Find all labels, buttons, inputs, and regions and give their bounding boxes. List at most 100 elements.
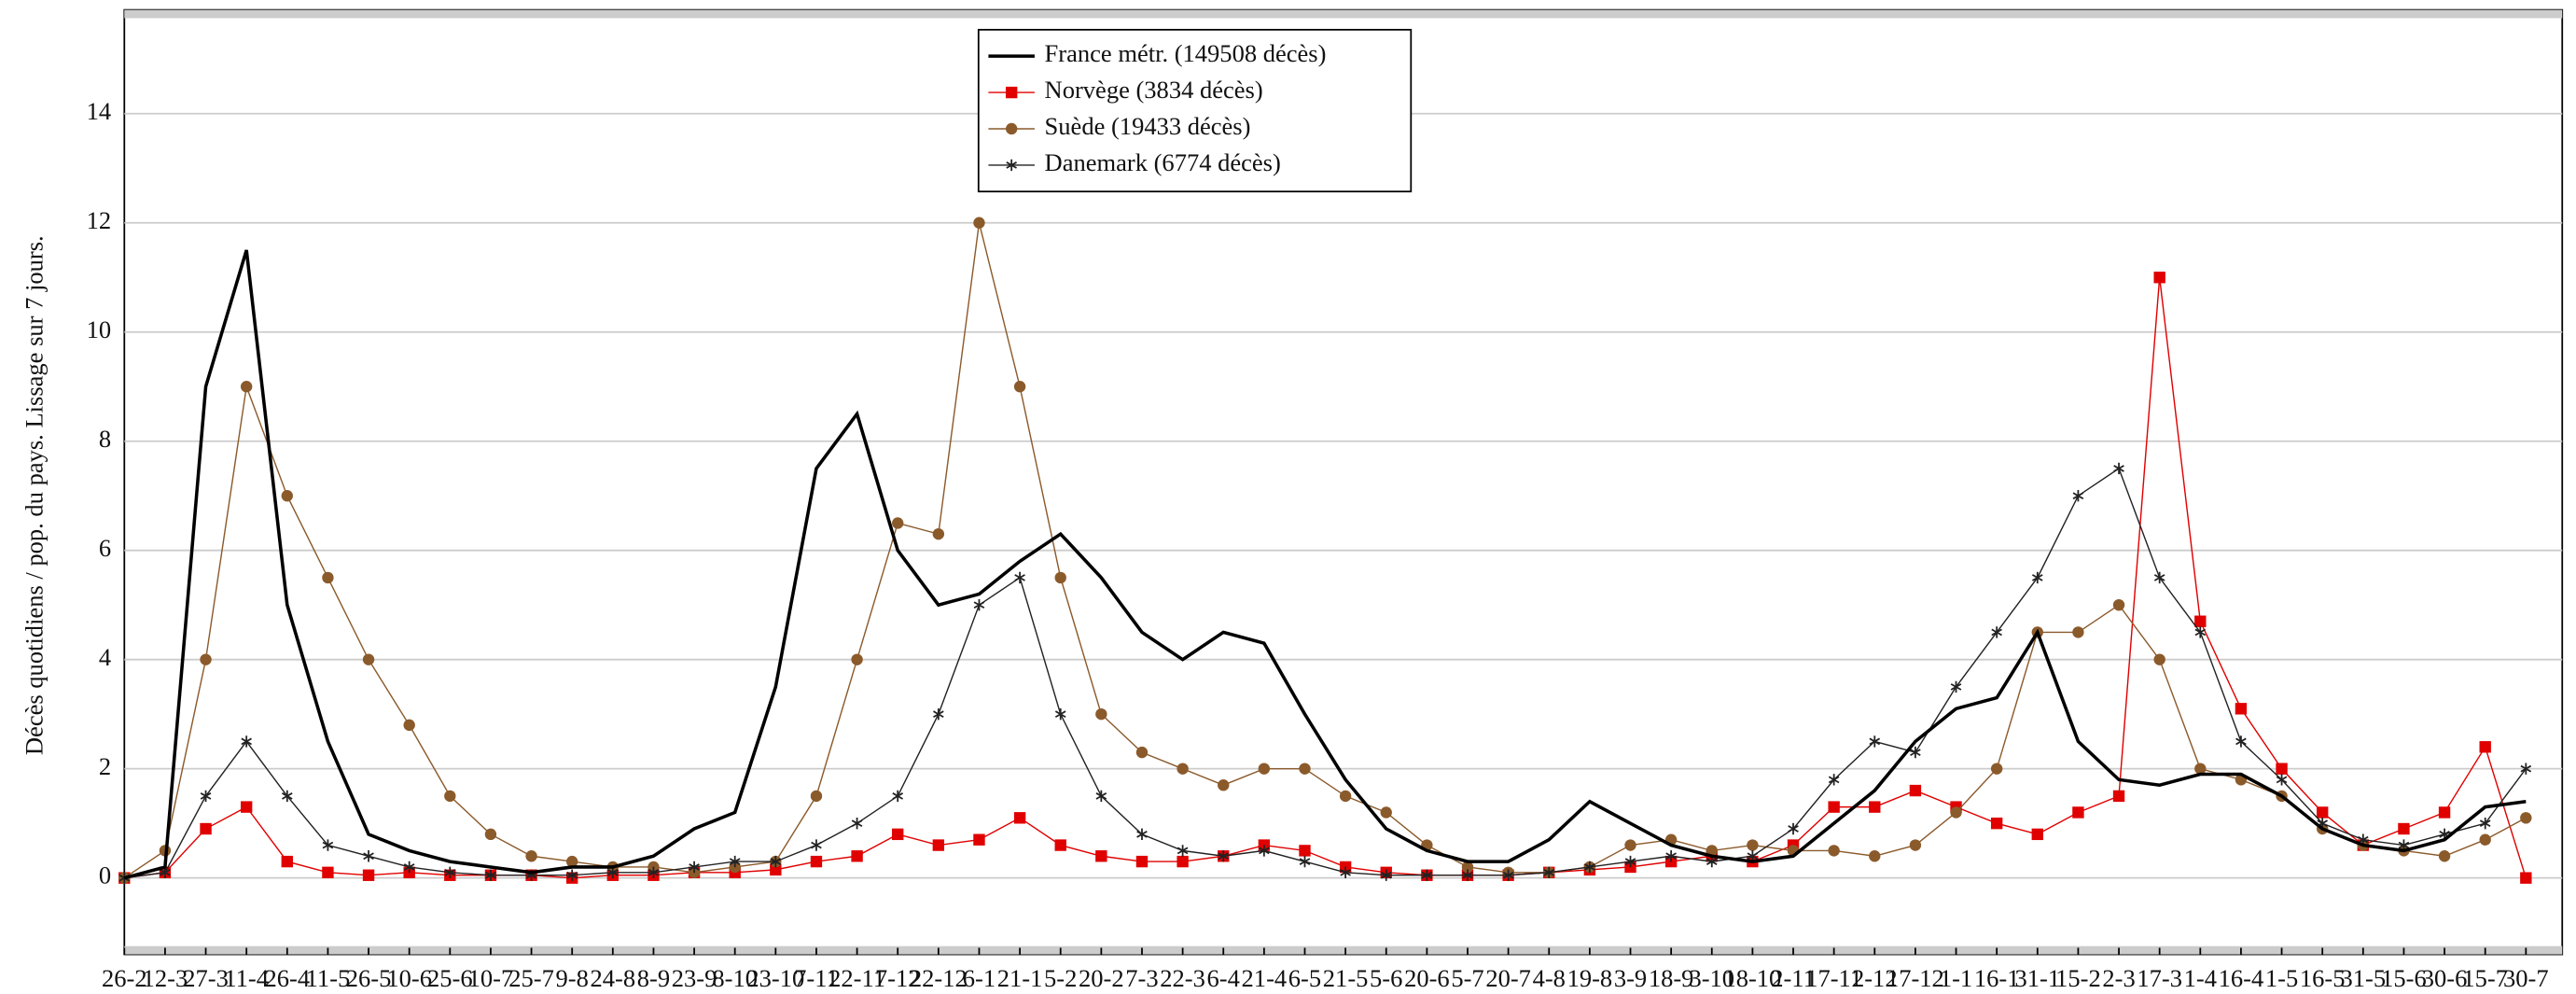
legend-label: Danemark (6774 décès) (1045, 148, 1281, 176)
x-tick-label: 20-7 (1485, 964, 1531, 992)
data-point (322, 839, 334, 851)
x-tick-label: 18-9 (1649, 964, 1694, 992)
data-point (1299, 845, 1311, 857)
y-tick-label: 14 (87, 97, 112, 125)
x-tick-label: 25-6 (427, 964, 473, 992)
data-point (1869, 850, 1881, 862)
data-point (2235, 703, 2248, 715)
x-tick-label: 21-5 (1323, 964, 1369, 992)
data-point (2194, 615, 2207, 627)
x-tick-label: 22-11 (828, 964, 885, 992)
x-tick-label: 17-12 (1887, 964, 1944, 992)
data-point (1218, 779, 1230, 791)
x-tick-label: 31-1 (2014, 964, 2060, 992)
legend-label: Norvège (3834 décès) (1045, 76, 1263, 104)
x-tick-label: 7-3 (1125, 964, 1158, 992)
x-tick-label: 9-8 (556, 964, 589, 992)
data-point (1299, 855, 1311, 868)
data-point (2479, 741, 2491, 753)
bottom-band (124, 945, 2563, 955)
data-point (1136, 828, 1148, 841)
data-point (770, 863, 782, 876)
data-point (525, 850, 537, 862)
x-tick-label: 5-7 (1451, 964, 1483, 992)
legend-marker (1005, 86, 1018, 99)
data-point (2031, 571, 2043, 584)
x-tick-label: 18-10 (1723, 964, 1781, 992)
data-point (1462, 869, 1473, 881)
x-tick-label: 23-9 (672, 964, 717, 992)
data-point (1584, 861, 1595, 874)
data-point (241, 735, 252, 748)
data-point (892, 790, 904, 803)
data-point (1177, 855, 1189, 868)
data-point (240, 801, 253, 813)
data-point (2520, 812, 2532, 824)
data-point (932, 839, 945, 851)
data-point (2438, 806, 2451, 819)
x-tick-label: 25-7 (508, 964, 554, 992)
x-tick-label: 6-1 (963, 964, 996, 992)
data-point (1869, 801, 1881, 813)
data-point (1502, 869, 1514, 881)
series-line (123, 222, 2527, 879)
y-tick-label: 12 (87, 206, 112, 234)
data-point (1013, 381, 1026, 393)
x-tick-label: 22-12 (910, 964, 968, 992)
y-tick-label: 0 (99, 861, 111, 889)
x-tick-label: 16-4 (2219, 964, 2264, 992)
data-point (1706, 845, 1718, 857)
legend-box (977, 28, 1413, 193)
data-point (2438, 850, 2451, 862)
data-point (851, 653, 863, 665)
data-point (1218, 850, 1230, 862)
data-point (2276, 763, 2288, 775)
y-tick-label: 10 (87, 315, 112, 343)
data-point (851, 850, 863, 862)
data-point (2072, 626, 2084, 638)
x-tick-label: 23-10 (746, 964, 804, 992)
data-point (1991, 626, 2002, 638)
x-tick-label: 30-7 (2503, 964, 2549, 992)
data-point (2153, 272, 2165, 284)
x-tick-label: 26-4 (264, 964, 310, 992)
x-tick-label: 16-1 (1974, 964, 2020, 992)
data-point (2479, 817, 2491, 830)
data-point (1828, 845, 1840, 857)
data-point (281, 490, 293, 502)
x-tick-label: 26-2 (102, 964, 147, 992)
data-point (1990, 817, 2003, 830)
y-tick-label: 8 (99, 425, 111, 453)
data-point (2276, 774, 2288, 786)
data-point (1339, 790, 1352, 803)
series-line (124, 467, 2527, 879)
x-tick-label: 10-7 (468, 964, 514, 992)
data-point (200, 822, 212, 835)
data-point (1950, 806, 1962, 819)
x-tick-label: 11-5 (306, 964, 351, 992)
data-point (1869, 735, 1881, 748)
x-tick-label: 6-4 (1207, 964, 1240, 992)
data-point (1380, 806, 1392, 819)
data-point (1177, 763, 1189, 775)
data-point (281, 855, 293, 868)
x-tick-label: 24-8 (591, 964, 636, 992)
data-point (444, 790, 456, 803)
legend-marker (1006, 159, 1017, 172)
data-point (363, 850, 374, 862)
data-point (2153, 653, 2165, 665)
x-tick-label: 2-11 (1771, 964, 1816, 992)
data-point (1909, 839, 1922, 851)
x-tick-label: 1-5 (2265, 964, 2298, 992)
x-tick-label: 20-6 (1404, 964, 1450, 992)
data-point (1054, 839, 1066, 851)
data-point (1950, 680, 1962, 693)
x-tick-label: 8-9 (637, 964, 670, 992)
data-point (2153, 571, 2165, 584)
data-point (729, 855, 741, 868)
x-tick-label: 1-1 (1940, 964, 1972, 992)
x-tick-label: 5-2 (1044, 964, 1077, 992)
x-tick-label: 6-5 (1288, 964, 1321, 992)
data-point (1014, 571, 1025, 584)
